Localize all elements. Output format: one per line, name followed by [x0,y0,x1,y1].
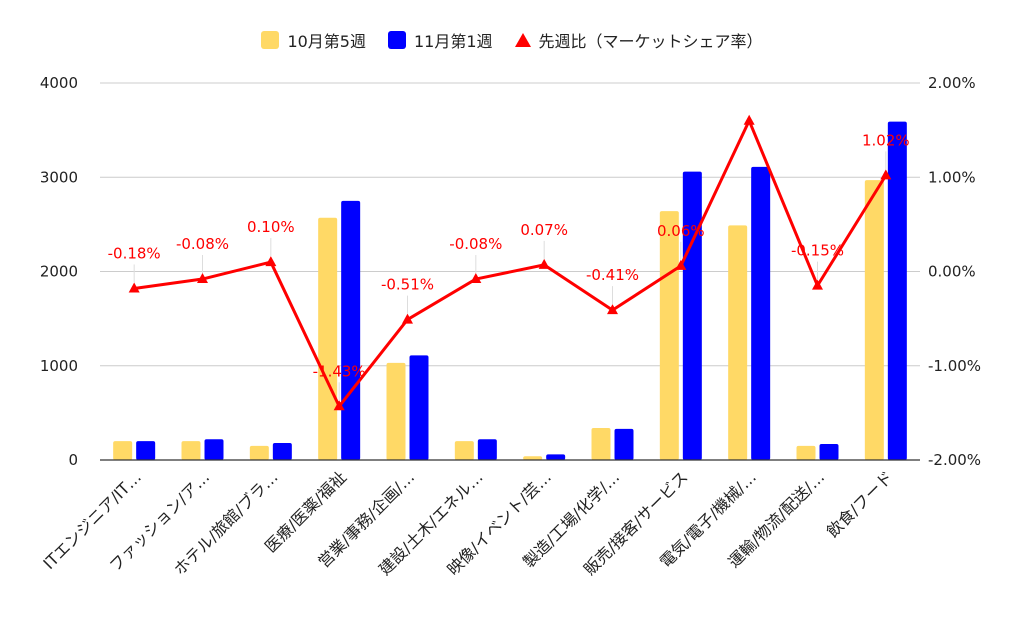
data-label: 1.02% [862,131,910,149]
legend-item-nov-week1: 11月第1週 [387,28,493,52]
bar [819,443,839,460]
legend-swatch-oct [261,31,280,49]
bar [113,441,133,460]
line-point [812,279,823,290]
bar [181,441,201,460]
bar [318,217,338,460]
bar [864,180,884,460]
y-tick-label: 1000 [40,357,78,375]
bar [751,166,771,460]
legend-swatch-nov [387,31,406,49]
line-point [197,273,208,284]
bar [523,456,543,460]
bar [249,445,269,460]
bar [591,427,611,460]
category-label: 飲食/フード [823,467,897,541]
legend-label-nov: 11月第1週 [413,32,493,51]
data-label: -0.51% [381,276,434,294]
line-point [470,273,482,284]
line-point [675,259,687,270]
bar [477,439,497,460]
bar [887,121,907,460]
line-point [743,114,755,125]
line-point [128,282,140,293]
bar [386,362,406,460]
data-label: -0.18% [108,244,161,262]
data-label: -0.41% [586,266,639,284]
legend-label-oct: 10月第5週 [287,32,366,51]
line-point [402,313,413,324]
share-line-path [133,119,888,408]
share-line: -0.18% -0.08% 0.10% -1.43% -0.51% -0.08% 0.07%… [108,114,910,411]
bar [796,445,816,460]
data-label: -1.43% [313,362,366,380]
gridlines [100,82,920,367]
bar [614,428,634,460]
data-label: 0.07% [520,221,568,239]
bar [728,225,748,460]
bar [409,355,429,460]
bar [454,441,474,460]
bar [204,439,224,460]
data-label: 0.06% [657,222,705,240]
legend-item-share-ratio: 先週比（マーケットシェア率） [514,28,763,52]
line-point [265,256,277,267]
data-label: -0.15% [791,242,844,260]
data-label: -0.08% [176,235,229,253]
y2-tick-label: 0.00% [928,263,976,281]
y2-tick-label: 1.00% [928,168,976,186]
legend-label-share: 先週比（マーケットシェア率） [538,32,763,51]
data-label: 0.10% [247,218,295,236]
legend-item-oct-week5: 10月第5週 [261,28,366,52]
bar [682,171,702,460]
bar [341,200,361,460]
y-tick-label: 3000 [40,168,78,186]
y-tick-label: 2000 [40,263,78,281]
bar [272,443,292,460]
line-point [607,304,618,315]
triangle-icon [514,33,531,47]
bar [546,454,566,460]
bar [659,211,679,460]
y-tick-label: 0 [68,451,78,469]
axes: 0 -2.00% 1000 -1.00% 2000 0.00% 3000 1.00% 4000 2… [40,74,981,469]
bar [136,441,156,460]
bars [113,121,907,460]
line-point [880,169,892,180]
category-labels: ITエンジニア/IT…ファッション/ア…ホテル/旅館/ブラ…医療/医薬/福祉営業… [39,467,896,579]
line-point [333,400,345,411]
y2-tick-label: 2.00% [928,74,976,92]
y2-tick-label: -1.00% [928,357,981,375]
chart-legend: 10月第5週 11月第1週 先週比（マーケットシェア率） [0,28,1024,52]
y-tick-label: 4000 [40,74,78,92]
y2-tick-label: -2.00% [928,451,981,469]
data-label: -0.08% [449,235,502,253]
line-point [538,258,550,269]
